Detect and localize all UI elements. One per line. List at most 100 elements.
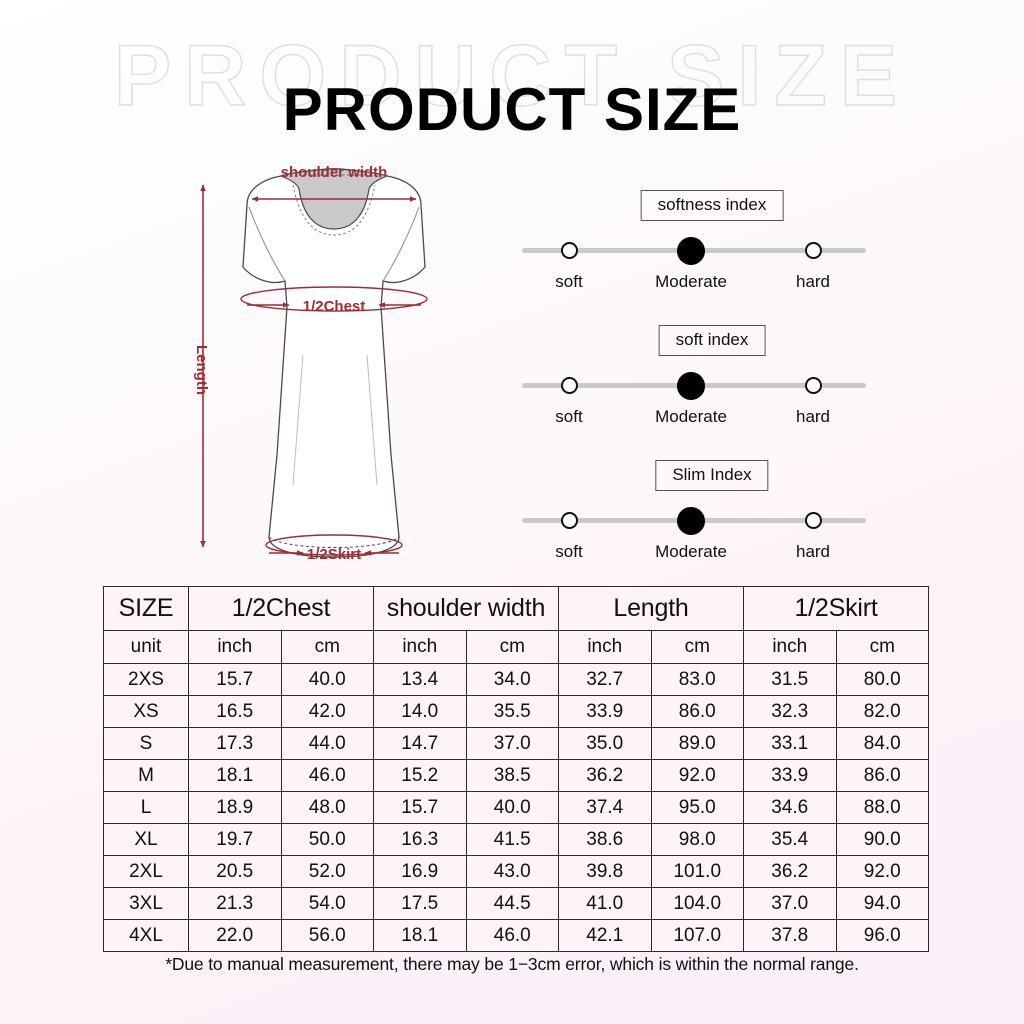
- slider-node-hard[interactable]: [805, 242, 822, 259]
- table-cell: 39.8: [558, 855, 652, 888]
- index-title-slim: Slim Index: [655, 460, 769, 491]
- slider-node-moderate-selected[interactable]: [677, 372, 705, 400]
- table-unit-cell: inch: [743, 630, 837, 664]
- table-cell: 56.0: [280, 919, 374, 952]
- table-cell: 83.0: [650, 663, 745, 696]
- armhole-right: [382, 206, 420, 282]
- table-cell: 92.0: [650, 759, 745, 792]
- table-size-label: L: [103, 791, 189, 824]
- index-sliders-panel: softness index soft Moderate hard soft i…: [512, 190, 912, 595]
- index-group-softness: softness index soft Moderate hard: [512, 190, 912, 325]
- table-row: 2XL 20.5 52.0 16.9 43.0 39.8 101.0 36.2 92.0: [103, 855, 930, 888]
- slider-label-moderate: Moderate: [655, 272, 727, 291]
- table-group-header-4: 1/2Skirt: [743, 586, 930, 631]
- table-cell: 16.5: [188, 695, 282, 728]
- table-unit-cell: inch: [188, 630, 282, 664]
- table-body: 2XS 15.7 40.0 13.4 34.0 32.7 83.0 31.5 80.0 XS 16.…: [103, 663, 930, 952]
- table-unit-cell: inch: [558, 630, 652, 664]
- slider-label-hard: hard: [795, 407, 831, 426]
- table-cell: 95.0: [650, 791, 745, 824]
- slider-node-soft[interactable]: [561, 242, 578, 259]
- table-unit-label: unit: [103, 630, 189, 664]
- index-group-slim: Slim Index soft Moderate hard: [512, 460, 912, 595]
- length-label: Length: [193, 345, 210, 395]
- slider-labels: soft Moderate hard: [522, 407, 866, 431]
- slider-label-moderate: Moderate: [655, 407, 727, 426]
- table-cell: 18.1: [188, 759, 282, 792]
- table-cell: 101.0: [650, 855, 745, 888]
- slider-node-soft[interactable]: [561, 512, 578, 529]
- table-size-label: M: [103, 759, 189, 792]
- index-title-soft: soft index: [658, 325, 766, 356]
- table-cell: 86.0: [650, 695, 745, 728]
- table-size-label: 4XL: [103, 919, 189, 952]
- table-cell: 96.0: [835, 919, 930, 952]
- table-cell: 80.0: [835, 663, 930, 696]
- slider-node-moderate-selected[interactable]: [677, 507, 705, 535]
- table-cell: 41.0: [558, 887, 652, 920]
- table-cell: 43.0: [465, 855, 559, 888]
- table-cell: 38.6: [558, 823, 652, 856]
- size-table-container: SIZE 1/2Chest shoulder width Length 1/2Skirt…: [103, 586, 930, 952]
- table-group-header-row: SIZE 1/2Chest shoulder width Length 1/2Skirt: [103, 586, 930, 631]
- table-cell: 94.0: [835, 887, 930, 920]
- table-group-header-3: Length: [557, 586, 745, 631]
- table-row: XL 19.7 50.0 16.3 41.5 38.6 98.0 35.4 90.0: [103, 823, 930, 856]
- slider-node-hard[interactable]: [805, 512, 822, 529]
- table-cell: 42.1: [558, 919, 652, 952]
- table-cell: 18.9: [188, 791, 282, 824]
- half-chest-ellipse: [240, 286, 428, 312]
- table-cell: 16.3: [373, 823, 467, 856]
- slider-node-moderate-selected[interactable]: [677, 237, 705, 265]
- page-title-block: PRODUCT SIZE PRODUCT SIZE: [0, 0, 1024, 160]
- slider-label-soft: soft: [555, 542, 583, 561]
- slider-label-hard: hard: [795, 542, 831, 561]
- table-cell: 37.0: [743, 887, 837, 920]
- table-size-label: 2XS: [103, 663, 189, 696]
- table-cell: 15.2: [373, 759, 467, 792]
- armhole-left: [248, 206, 286, 282]
- table-cell: 33.1: [743, 727, 837, 760]
- table-row: 2XS 15.7 40.0 13.4 34.0 32.7 83.0 31.5 80.0: [103, 663, 930, 696]
- table-group-header-1: 1/2Chest: [188, 586, 374, 631]
- slider-label-moderate: Moderate: [655, 542, 727, 561]
- slider-labels: soft Moderate hard: [522, 272, 866, 296]
- table-cell: 36.2: [743, 855, 837, 888]
- table-cell: 33.9: [558, 695, 652, 728]
- table-group-header-2: shoulder width: [373, 586, 559, 631]
- table-cell: 40.0: [465, 791, 559, 824]
- table-unit-cell: cm: [465, 630, 559, 664]
- table-cell: 50.0: [280, 823, 374, 856]
- table-cell: 34.0: [465, 663, 559, 696]
- table-row: S 17.3 44.0 14.7 37.0 35.0 89.0 33.1 84.0: [103, 727, 930, 760]
- table-cell: 15.7: [373, 791, 467, 824]
- table-cell: 92.0: [835, 855, 930, 888]
- size-table: SIZE 1/2Chest shoulder width Length 1/2Skirt…: [103, 586, 930, 952]
- table-cell: 48.0: [280, 791, 374, 824]
- hem-stitch: [268, 536, 400, 548]
- title-watermark-text: PRODUCT SIZE: [113, 28, 911, 124]
- table-unit-cell: cm: [650, 630, 745, 664]
- table-cell: 98.0: [650, 823, 745, 856]
- page-title: PRODUCT SIZE: [282, 76, 742, 143]
- table-size-label: XL: [103, 823, 189, 856]
- table-cell: 35.0: [558, 727, 652, 760]
- half-skirt-label: 1/2Skirt: [307, 546, 361, 563]
- table-cell: 32.7: [558, 663, 652, 696]
- half-chest-label: 1/2Chest: [303, 298, 366, 315]
- half-skirt-ellipse: [265, 534, 403, 556]
- index-group-soft: soft index soft Moderate hard: [512, 325, 912, 460]
- table-cell: 38.5: [465, 759, 559, 792]
- slider-softness[interactable]: [522, 237, 866, 265]
- slider-node-hard[interactable]: [805, 377, 822, 394]
- table-cell: 104.0: [650, 887, 745, 920]
- table-cell: 22.0: [188, 919, 282, 952]
- table-cell: 52.0: [280, 855, 374, 888]
- slider-node-soft[interactable]: [561, 377, 578, 394]
- fold-line-left: [292, 354, 304, 486]
- slider-slim[interactable]: [522, 507, 866, 535]
- table-cell: 44.0: [280, 727, 374, 760]
- table-cell: 32.3: [743, 695, 837, 728]
- table-row: 3XL 21.3 54.0 17.5 44.5 41.0 104.0 37.0 94.0: [103, 887, 930, 920]
- slider-soft[interactable]: [522, 372, 866, 400]
